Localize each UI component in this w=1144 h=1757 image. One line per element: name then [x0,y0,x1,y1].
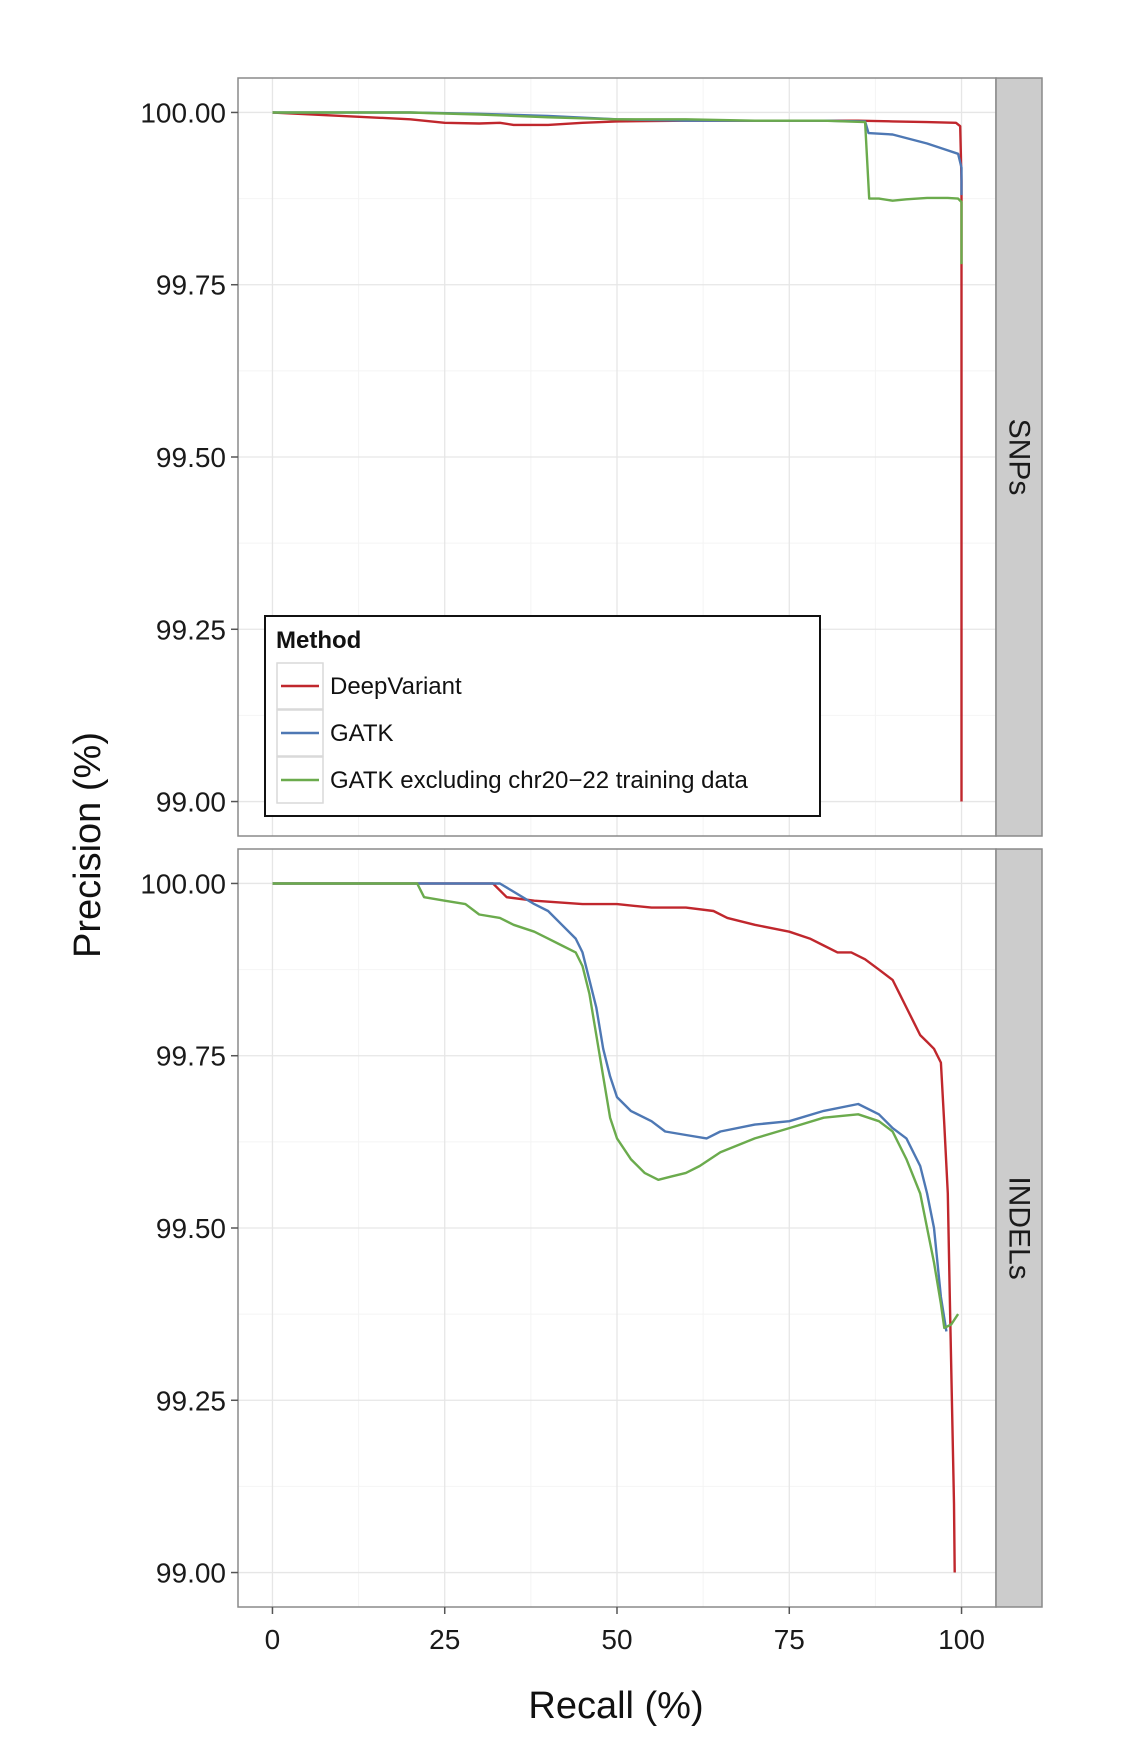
y-tick-label: 99.50 [156,442,226,473]
legend-label: DeepVariant [330,673,462,700]
strip-label: INDELs [1003,1176,1036,1279]
y-tick-label: 99.25 [156,1385,226,1416]
legend-item-gatk: GATK [276,709,394,757]
legend-label: GATK excluding chr20−22 training data [330,767,748,794]
y-tick-label: 99.00 [156,787,226,818]
y-tick-label: 100.00 [140,97,226,128]
x-tick-label: 25 [429,1624,460,1655]
series-line-gatk-excluding-chr20-22-training-data [272,111,963,265]
y-tick-label: 100.00 [140,868,226,899]
x-axis-title: Recall (%) [528,1685,703,1727]
legend-box [264,615,821,817]
y-tick-label: 99.50 [156,1213,226,1244]
series-line-gatk [272,882,948,1332]
x-tick-label: 75 [774,1624,805,1655]
strip-label: SNPs [1003,419,1036,496]
x-tick-label: 100 [938,1624,985,1655]
y-tick-label: 99.00 [156,1558,226,1589]
x-tick-label: 0 [265,1624,281,1655]
legend-item-gatk-excluding: GATK excluding chr20−22 training data [276,756,748,804]
y-tick-label: 99.75 [156,1041,226,1072]
strip [995,77,1043,837]
panel-indels: INDELs 99.00 99.25 99.50 99.75 100.00 0 25 50 75 1… [140,848,1043,1655]
x-tick-label: 50 [601,1624,632,1655]
y-tick-label: 99.25 [156,614,226,645]
strip [995,848,1043,1608]
series-line-deepvariant [272,882,956,1573]
legend-item-deepvariant: DeepVariant [276,662,462,710]
panels-layer: SNPs 99.00 99.25 99.50 99.75 100.00 INDELs 99.0… [140,77,1043,1655]
legend-label: GATK [330,720,394,747]
series-line-gatk-excluding-chr20-22-training-data [272,882,960,1330]
y-axis-title: Precision (%) [67,732,109,958]
y-tick-label: 99.75 [156,270,226,301]
legend: Method DeepVariant GATK GATK excluding c… [264,615,821,817]
legend-title: Method [276,627,361,654]
